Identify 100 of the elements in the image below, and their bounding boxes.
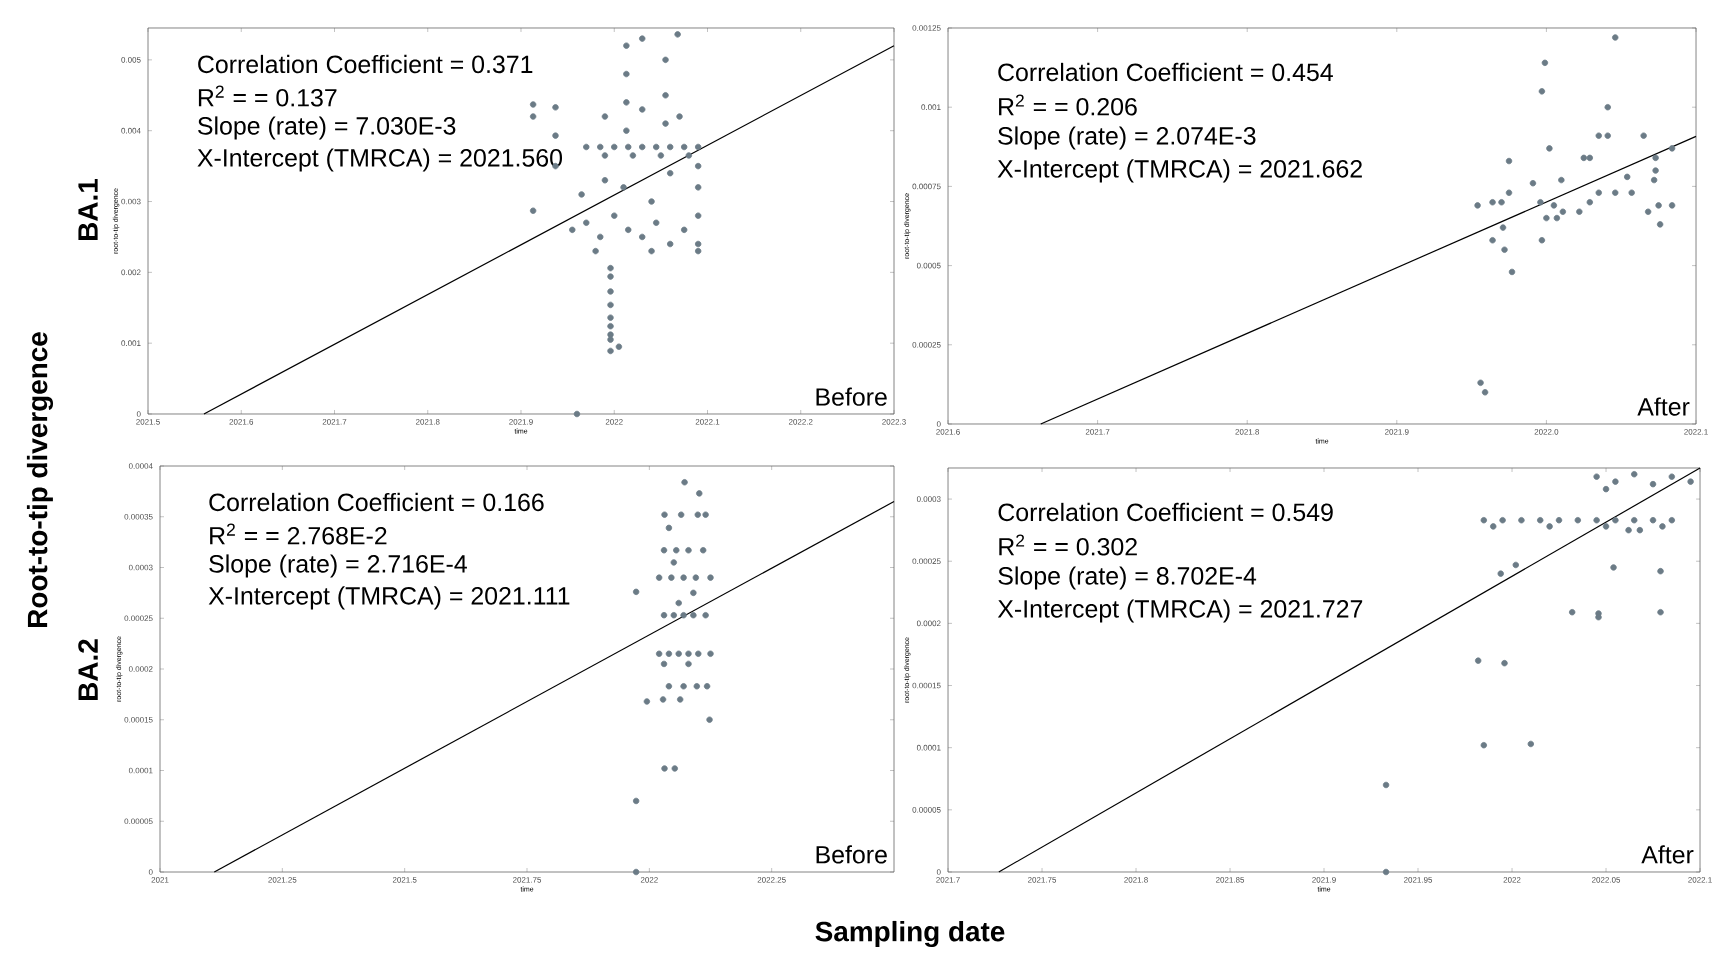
point (685, 547, 692, 554)
point (655, 650, 663, 657)
annotation: X-Intercept (TMRCA) = 2021.560 (197, 148, 563, 172)
point (1612, 34, 1619, 41)
point (1501, 246, 1508, 253)
point (670, 559, 678, 566)
point (695, 650, 702, 657)
point (1612, 478, 1619, 485)
point (1474, 202, 1481, 209)
point (1649, 480, 1657, 488)
annotation: Correlation Coefficient = 0.454 (998, 62, 1333, 82)
point (1656, 221, 1664, 228)
point (1628, 189, 1635, 196)
annotation: R$^{2}$ = = 0.302 (999, 534, 1137, 556)
point (703, 683, 711, 690)
point (1508, 268, 1516, 276)
point (1505, 157, 1513, 165)
point (696, 490, 703, 497)
point (1538, 237, 1546, 244)
text: BA.2 (78, 639, 98, 700)
point (632, 797, 640, 805)
point (699, 547, 707, 554)
point (680, 612, 687, 619)
point (632, 588, 640, 596)
annotation: After (1641, 845, 1694, 864)
point (1657, 608, 1664, 616)
point (1550, 202, 1558, 209)
annotation: R$^{2}$ = = 0.137 (198, 85, 337, 107)
point (665, 650, 673, 657)
point (1668, 473, 1676, 480)
point (692, 574, 700, 581)
point (1490, 523, 1497, 530)
point (673, 547, 680, 554)
point (1586, 199, 1593, 206)
point (1527, 740, 1535, 748)
point (1604, 103, 1611, 111)
point (1489, 237, 1496, 244)
point (1668, 517, 1676, 524)
point (1382, 868, 1390, 876)
annotation: Correlation Coefficient = 0.166 (209, 492, 544, 512)
point (1593, 473, 1600, 480)
point (707, 574, 714, 581)
point (1687, 478, 1694, 485)
annotation: R$^{2}$ = = 0.206 (999, 94, 1137, 116)
point (1604, 132, 1611, 139)
point (1499, 517, 1506, 524)
point (1505, 189, 1513, 196)
annotation: Slope (rate) = 2.716E-4 (209, 554, 467, 578)
point (1537, 517, 1544, 524)
point (1529, 180, 1537, 187)
point (1497, 570, 1504, 577)
point (1574, 517, 1582, 524)
point (643, 698, 651, 705)
annotation: Correlation Coefficient = 0.371 (198, 54, 533, 74)
annotation: Before (816, 387, 887, 406)
point (680, 683, 687, 690)
point (1625, 526, 1632, 534)
point (1586, 154, 1593, 162)
point (660, 612, 668, 619)
point (702, 511, 709, 518)
point (661, 765, 668, 772)
point (676, 696, 684, 703)
point (1668, 145, 1676, 152)
point (1602, 523, 1610, 530)
point (1593, 517, 1600, 524)
point (668, 574, 675, 581)
point (681, 479, 688, 486)
point (1543, 214, 1550, 222)
point (680, 574, 687, 581)
point (1595, 132, 1602, 139)
annotation: X-Intercept (TMRCA) = 2021.662 (997, 159, 1362, 183)
point (1595, 189, 1602, 196)
point (660, 660, 668, 668)
point (1477, 379, 1484, 387)
point (1640, 132, 1647, 139)
point (1623, 173, 1631, 181)
point (702, 612, 709, 619)
point (1518, 517, 1525, 524)
point (693, 683, 701, 690)
point (1501, 659, 1508, 667)
point (1657, 567, 1664, 575)
point (1650, 176, 1658, 184)
annotation: X-Intercept (TMRCA) = 2021.727 (997, 599, 1363, 623)
point (1652, 154, 1659, 162)
point (694, 511, 701, 518)
point (706, 716, 713, 723)
point (1631, 471, 1638, 478)
point (1668, 202, 1676, 209)
point (677, 511, 685, 518)
point (1612, 517, 1619, 524)
annotation: Slope (rate) = 2.074E-3 (998, 126, 1256, 150)
point (659, 696, 667, 703)
text: Sampling date (815, 920, 1005, 948)
point (1553, 214, 1561, 222)
point (1612, 189, 1619, 196)
point (1559, 208, 1567, 215)
point (707, 650, 714, 657)
point (655, 574, 663, 581)
point (690, 589, 697, 597)
point (1576, 208, 1583, 215)
